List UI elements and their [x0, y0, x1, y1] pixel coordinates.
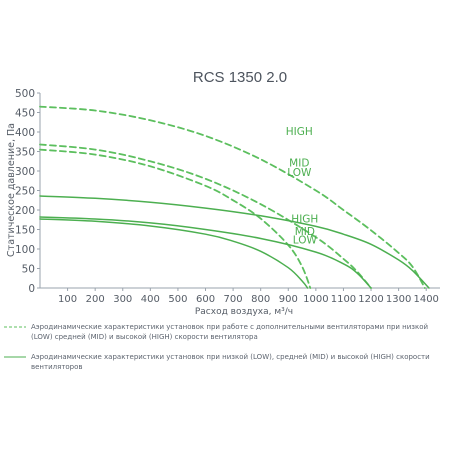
- chart-title: RCS 1350 2.0: [193, 69, 287, 86]
- legend-dashed: Аэродинамические характеристики установо…: [4, 322, 450, 342]
- y-tick-label: 200: [15, 205, 35, 217]
- y-tick-label: 250: [15, 186, 35, 198]
- x-tick-label: 100: [58, 294, 77, 305]
- y-tick-label: 150: [15, 225, 35, 237]
- series-line-solid-mid: [39, 216, 372, 289]
- series-line-solid-low: [39, 218, 309, 289]
- x-tick-label: 1300: [386, 294, 411, 305]
- x-axis-label: Расход воздуха, м³/ч: [195, 307, 293, 317]
- series-label-dashed-high: HIGH: [286, 126, 313, 138]
- x-tick-label: 1200: [358, 294, 383, 305]
- y-tick-label: 400: [15, 127, 35, 139]
- axes: 0 50 100 150 200 250 300 350 400 450 500 100 200 300 4…: [15, 88, 440, 305]
- x-tick-label: 200: [86, 294, 105, 305]
- legend-dashed-text: Аэродинамические характеристики установо…: [31, 323, 429, 341]
- y-tick-label: 450: [15, 108, 35, 120]
- y-tick-label: 300: [15, 166, 35, 178]
- y-tick-label: 350: [15, 147, 35, 159]
- x-tick-label: 700: [224, 294, 243, 305]
- x-tick-label: 500: [168, 294, 187, 305]
- x-tick-label: 600: [196, 294, 215, 305]
- series-label-solid-mid: MID: [295, 226, 315, 238]
- y-tick-label: 50: [22, 264, 35, 276]
- x-tick-label: 1100: [331, 294, 356, 305]
- series-line-dashed-mid: [39, 143, 372, 289]
- series-line-dashed-high: [39, 105, 426, 289]
- x-tick-label: 900: [279, 294, 298, 305]
- y-tick-label: 0: [28, 283, 35, 295]
- x-tick-label: 800: [251, 294, 270, 305]
- series-label-dashed-mid: MID: [289, 157, 309, 169]
- x-tick-label: 300: [113, 294, 132, 305]
- y-tick-label: 500: [15, 88, 35, 100]
- x-tick-label: 1400: [413, 294, 438, 305]
- x-tick-label: 400: [141, 294, 160, 305]
- series-label-solid-low: LOW: [293, 235, 318, 247]
- y-axis-label: Статическое давление, Па: [6, 123, 17, 257]
- series-line-dashed-low: [39, 148, 312, 289]
- series-label-solid-high: HIGH: [291, 214, 318, 226]
- x-tick-label: 1000: [303, 294, 328, 305]
- legend-solid-text: Аэродинамические характеристики установо…: [31, 353, 430, 371]
- series-line-solid-high: [39, 195, 430, 289]
- y-tick-label: 100: [15, 244, 35, 256]
- dashed-line-swatch: [4, 322, 26, 332]
- series-label-dashed-low: LOW: [287, 167, 312, 179]
- solid-line-swatch: [4, 352, 26, 362]
- series-group: [39, 105, 430, 289]
- legend-solid: Аэродинамические характеристики установо…: [4, 352, 450, 372]
